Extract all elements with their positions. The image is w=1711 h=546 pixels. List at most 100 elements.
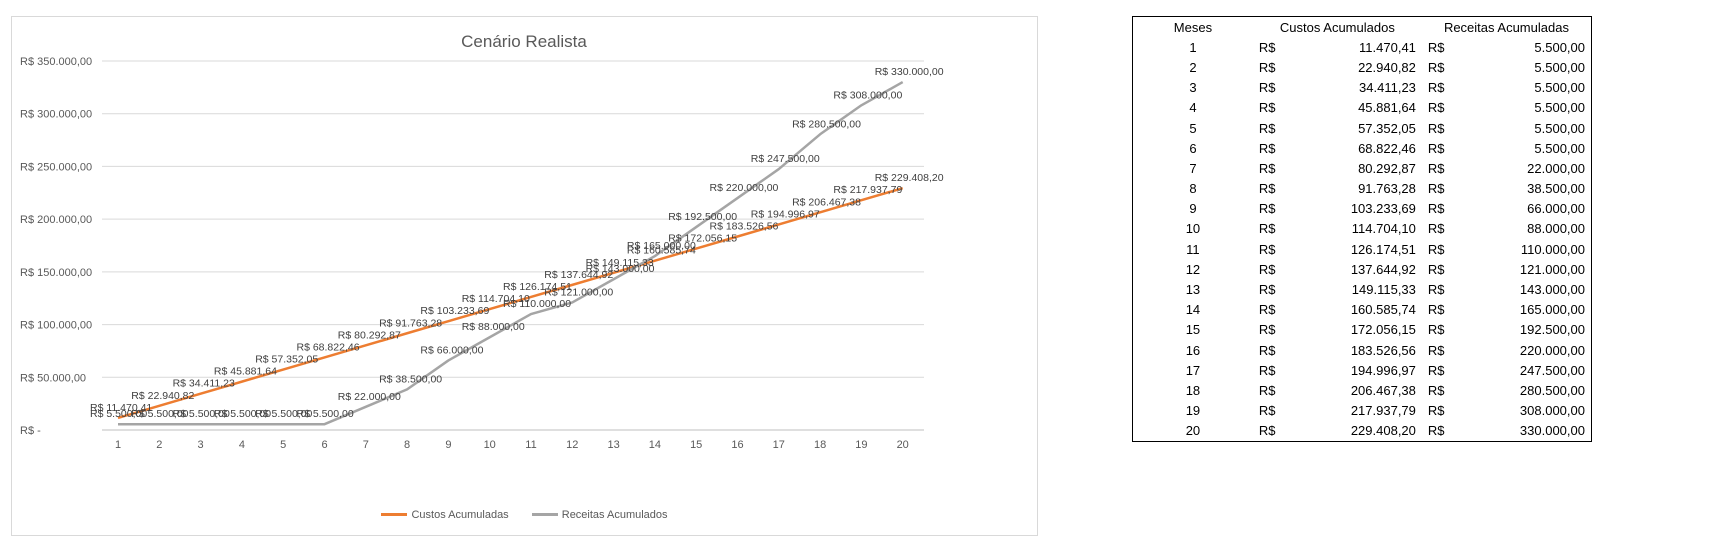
cell-receitas: 220.000,00 [1519,342,1585,358]
data-label-custos: R$ 68.822,46 [297,341,360,353]
cell-custos: 229.408,20 [1350,423,1416,439]
cell-mes: 2 [1189,59,1197,75]
cell-currency: R$ [1427,282,1445,298]
cell-receitas: 192.500,00 [1519,322,1585,338]
data-label-custos: R$ 45.881,64 [214,366,277,378]
cell-currency: R$ [1427,160,1445,176]
cell-currency: R$ [1427,120,1445,136]
cell-currency: R$ [1258,181,1276,197]
cell-mes: 1 [1189,39,1197,55]
cell-mes: 14 [1185,302,1201,318]
table-row: 9 R$ 103.233,69 R$ 66.000,00 [1133,199,1592,219]
table-row: 10 R$ 114.704,10 R$ 88.000,00 [1133,219,1592,239]
cell-receitas: 247.500,00 [1519,362,1585,378]
x-tick-label: 3 [198,439,204,451]
legend-label-receitas: Receitas Acumulados [561,508,668,521]
x-tick-label: 18 [814,439,826,451]
data-label-receitas: R$ 22.000,00 [338,391,401,403]
cell-custos: 160.585,74 [1350,302,1416,318]
table-row: 7 R$ 80.292,87 R$ 22.000,00 [1133,158,1592,178]
table-row: 2 R$ 22.940,82 R$ 5.500,00 [1133,57,1592,77]
cell-mes: 12 [1185,261,1201,277]
x-tick-label: 7 [363,439,369,451]
x-tick-label: 19 [855,439,867,451]
table-row: 16 R$ 183.526,56 R$ 220.000,00 [1133,340,1592,360]
cell-currency: R$ [1427,241,1445,257]
cell-mes: 19 [1185,403,1201,419]
y-tick-label: R$ 250.000,00 [20,161,92,173]
data-label-receitas: R$ 143.000,00 [586,263,655,275]
cell-custos: 149.115,33 [1351,282,1416,298]
legend-label-custos: Custos Acumuladas [411,508,509,521]
cell-currency: R$ [1258,39,1276,55]
cell-currency: R$ [1427,362,1445,378]
cell-custos: 91.763,28 [1358,181,1416,197]
x-tick-label: 1 [115,439,121,451]
cell-receitas: 66.000,00 [1527,201,1585,217]
table-row: 20 R$ 229.408,20 R$ 330.000,00 [1133,421,1592,442]
cell-custos: 172.056,15 [1350,322,1416,338]
cell-receitas: 330.000,00 [1519,423,1585,439]
y-tick-label: R$ 100.000,00 [20,320,92,332]
data-label-receitas: R$ 220.000,00 [710,182,779,194]
cell-custos: 217.937,79 [1350,403,1416,419]
x-tick-label: 8 [404,439,410,451]
cell-receitas: 5.500,00 [1534,59,1585,75]
data-label-receitas: R$ 280.500,00 [792,118,861,130]
table-row: 19 R$ 217.937,79 R$ 308.000,00 [1133,401,1592,421]
header-custos: Custos Acumulados [1279,19,1395,35]
cell-receitas: 110.000,00 [1520,241,1585,257]
cell-mes: 5 [1189,120,1197,136]
cell-custos: 34.411,23 [1359,80,1416,96]
cell-receitas: 5.500,00 [1534,120,1585,136]
cell-currency: R$ [1427,322,1445,338]
data-label-receitas: R$ 66.000,00 [420,344,483,356]
x-tick-label: 11 [525,439,536,451]
cell-mes: 4 [1189,100,1197,116]
cell-custos: 206.467,38 [1350,382,1416,398]
data-label-receitas: R$ 88.000,00 [462,321,525,333]
data-label-receitas: R$ 165.000,00 [627,240,696,252]
table-header-row: Meses Custos Acumulados Receitas Acumula… [1133,17,1592,38]
x-tick-label: 2 [156,439,162,451]
table-row: 6 R$ 68.822,46 R$ 5.500,00 [1133,138,1592,158]
cell-custos: 103.233,69 [1350,201,1416,217]
cell-receitas: 121.000,00 [1519,261,1585,277]
cell-custos: 80.292,87 [1358,160,1416,176]
table-row: 8 R$ 91.763,28 R$ 38.500,00 [1133,179,1592,199]
cell-custos: 22.940,82 [1358,59,1416,75]
cell-currency: R$ [1427,181,1445,197]
cell-mes: 10 [1185,221,1201,237]
legend-item-receitas: Receitas Acumulados [531,508,668,521]
cell-receitas: 5.500,00 [1534,80,1585,96]
x-tick-label: 17 [773,439,785,451]
cell-currency: R$ [1427,140,1445,156]
chart-title: Cenário Realista [461,32,587,51]
y-tick-label: R$ 150.000,00 [20,267,92,279]
table-row: 5 R$ 57.352,05 R$ 5.500,00 [1133,118,1592,138]
cell-mes: 6 [1189,140,1197,156]
data-label-custos: R$ 172.056,15 [668,233,737,245]
cell-custos: 57.352,05 [1358,120,1416,136]
data-label-receitas: R$ 5.500,00 [255,408,312,420]
cell-currency: R$ [1427,39,1445,55]
cell-mes: 7 [1189,160,1197,176]
y-tick-label: R$ - [20,425,41,437]
data-label-receitas: R$ 192.500,00 [668,211,737,223]
cell-custos: 45.881,64 [1358,100,1416,116]
table-row: 1 R$ 11.470,41 R$ 5.500,00 [1133,37,1592,57]
data-label-receitas: R$ 5.500,00 [173,408,230,420]
cell-currency: R$ [1258,282,1276,298]
cell-currency: R$ [1258,80,1276,96]
data-label-custos: R$ 34.411,23 [173,378,235,390]
y-tick-label: R$ 200.000,00 [20,214,92,226]
cell-currency: R$ [1258,221,1276,237]
data-table: Meses Custos Acumulados Receitas Acumula… [1132,16,1592,442]
cell-mes: 8 [1189,181,1197,197]
cell-currency: R$ [1427,59,1445,75]
data-label-receitas: R$ 308.000,00 [833,89,902,101]
cell-currency: R$ [1258,160,1276,176]
cell-custos: 114.704,10 [1351,221,1416,237]
x-tick-label: 10 [484,439,496,451]
cell-mes: 16 [1185,342,1201,358]
